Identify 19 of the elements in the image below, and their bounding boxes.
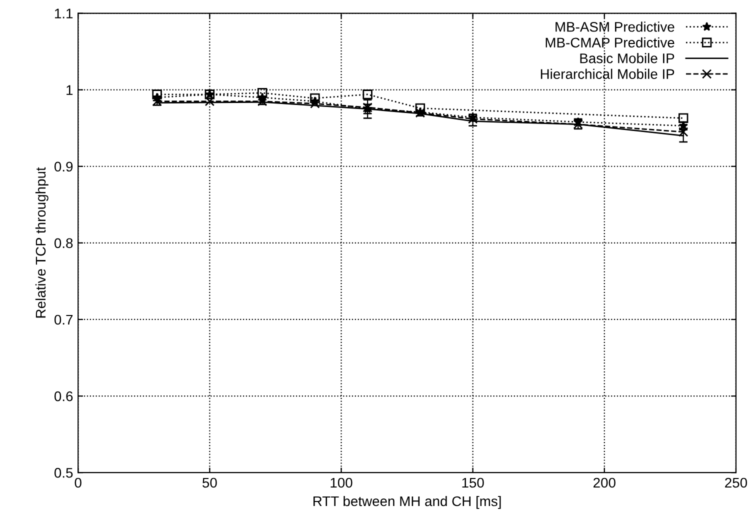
legend-label: Hierarchical Mobile IP bbox=[540, 68, 674, 79]
y-axis-title: Relative TCP throughput bbox=[35, 167, 48, 318]
y-tick-label: 1.1 bbox=[54, 8, 73, 18]
x-tick-label: 0 bbox=[74, 478, 82, 488]
y-tick-label: 0.6 bbox=[54, 391, 73, 402]
y-tick-label: 0.7 bbox=[54, 314, 73, 325]
x-axis-title: RTT between MH and CH [ms] bbox=[313, 496, 501, 509]
y-tick-label: 0.9 bbox=[54, 162, 73, 172]
x-tick-label: 200 bbox=[594, 478, 616, 488]
y-tick-label: 0.8 bbox=[54, 238, 73, 248]
legend-label: Basic Mobile IP bbox=[580, 53, 674, 64]
x-tick-label: 250 bbox=[725, 478, 748, 488]
legend-label: MB-ASM Predictive bbox=[556, 22, 674, 32]
y-tick-label: 1 bbox=[66, 85, 73, 95]
x-tick-label: 150 bbox=[462, 478, 484, 488]
legend-label: MB-CMAP Predictive bbox=[546, 37, 674, 48]
x-tick-label: 50 bbox=[202, 478, 217, 488]
y-tick-label: 0.5 bbox=[54, 468, 73, 478]
x-tick-label: 100 bbox=[330, 478, 352, 488]
